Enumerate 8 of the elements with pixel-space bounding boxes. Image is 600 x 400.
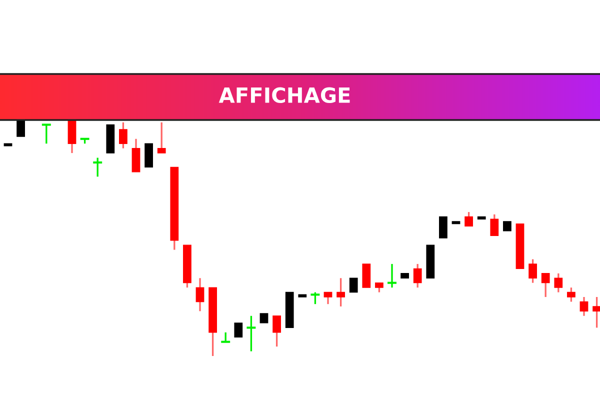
candlestick [144, 143, 153, 168]
candlestick [349, 278, 358, 293]
candlestick [260, 313, 268, 324]
candlestick [439, 216, 448, 238]
chart-title: AFFICHAGE [218, 87, 350, 104]
candlestick [362, 264, 371, 288]
candlestick [234, 322, 243, 338]
candlestick [503, 220, 512, 232]
